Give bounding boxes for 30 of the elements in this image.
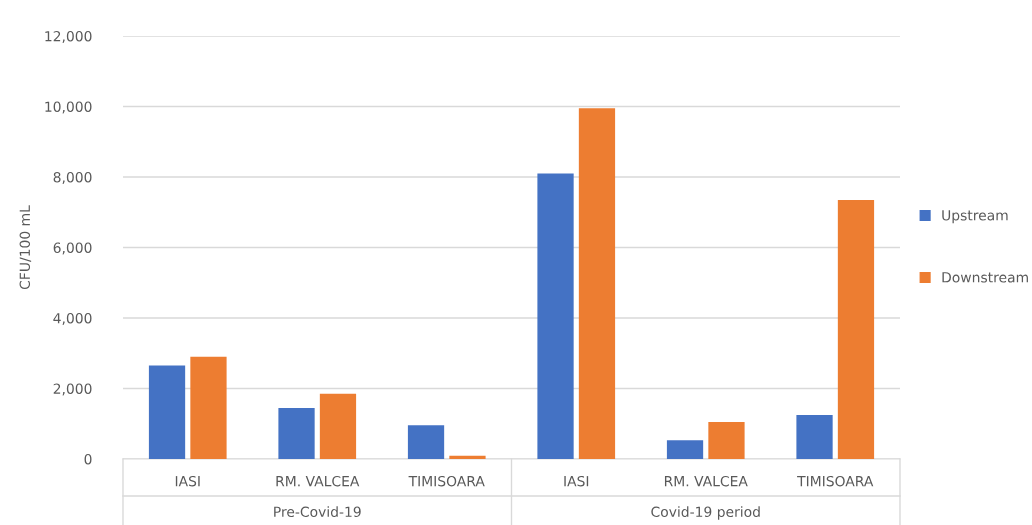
bar [796, 414, 833, 459]
y-tick-label: 12,000 [45, 30, 92, 43]
legend-label: Downstream [942, 272, 1028, 283]
text: Covid-19 period [651, 506, 760, 520]
y-tick-label: 0 [84, 453, 92, 465]
x-tick-label: IASI [175, 475, 200, 487]
text: Pre-Covid-19 [274, 506, 361, 518]
bar [837, 199, 875, 459]
y-tick-label: 8,000 [53, 171, 92, 184]
bar [449, 455, 486, 459]
bar [708, 421, 745, 459]
y-tick-label: 10,000 [45, 101, 92, 114]
bar [278, 407, 315, 459]
bar [578, 108, 616, 459]
x-tick-label: TIMISOARA [408, 475, 485, 487]
y-tick-label: 4,000 [53, 312, 92, 325]
x-tick-label: IASI [564, 475, 589, 487]
x-tick-label: RM. VALCEA [664, 475, 748, 487]
legend-label: Upstream [942, 210, 1008, 224]
bar [666, 440, 704, 459]
y-axis-title: CFU/100 mL [19, 205, 32, 290]
bar [537, 173, 574, 459]
bar [407, 425, 445, 459]
x-tick-label: RM. VALCEA [276, 475, 360, 487]
x-tick-label: TIMISOARA [797, 475, 874, 487]
y-tick-label: 6,000 [53, 242, 92, 255]
y-tick-label: 2,000 [53, 383, 92, 396]
bar [190, 356, 227, 459]
bar [319, 393, 357, 459]
bar [148, 365, 186, 459]
